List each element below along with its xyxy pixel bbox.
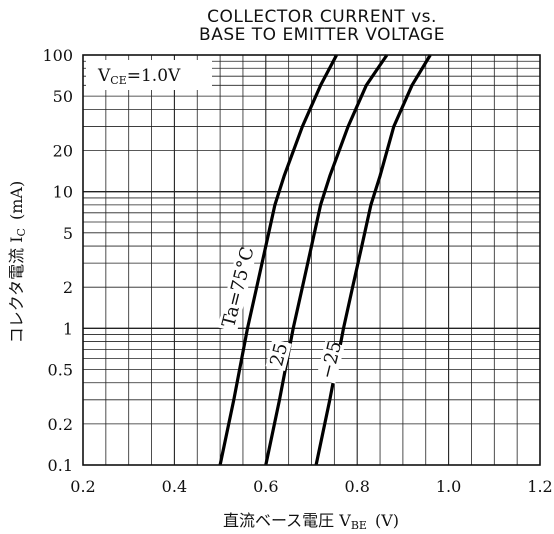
- y-axis-label-unit: (mA): [7, 181, 26, 220]
- chart-title-line-1: COLLECTOR CURRENT vs.: [207, 7, 437, 27]
- x-tick-label: 0.6: [253, 477, 278, 496]
- y-tick-label: 50: [53, 87, 73, 106]
- condition-box-bg: [86, 60, 212, 90]
- x-tick-label: 1.0: [436, 477, 461, 496]
- y-tick-label: 0.1: [48, 456, 73, 475]
- y-tick-label: 20: [53, 142, 73, 161]
- y-axis-label-main: コレクタ電流 I: [7, 236, 26, 343]
- series-line: [218, 54, 339, 466]
- y-tick-label: 0.5: [48, 360, 73, 379]
- condition-label: VCE=1.0V: [97, 66, 181, 87]
- y-tick-label: 2: [63, 278, 73, 297]
- condition-subscript: CE: [110, 74, 126, 87]
- curve-label: −25: [317, 339, 347, 381]
- x-tick-label: 0.2: [70, 477, 95, 496]
- series-line: [264, 54, 389, 466]
- y-tick-label: 0.2: [48, 415, 73, 434]
- x-axis-label-unit: (V): [375, 511, 399, 530]
- grid: [83, 55, 540, 465]
- x-tick-label: 0.4: [162, 477, 187, 496]
- x-tick-label: 0.8: [344, 477, 369, 496]
- curve-labels: Ta=75°C25 −25: [217, 245, 347, 384]
- curve-label-bg: [315, 340, 345, 384]
- chart-title-line-2: BASE TO EMITTER VOLTAGE: [199, 25, 445, 45]
- x-axis-label-subscript: BE: [351, 519, 367, 532]
- y-tick-label: 100: [42, 46, 73, 65]
- curve-label-bg: [217, 246, 258, 333]
- x-tick-labels: 0.2 0.4 0.6 0.8 1.0 1.2: [70, 477, 552, 496]
- plot-frame: [82, 54, 541, 466]
- condition-value: =1.0V: [127, 66, 181, 86]
- x-axis-label: 直流ベース電圧 VBE (V): [223, 511, 399, 532]
- x-tick-label: 1.2: [527, 477, 552, 496]
- y-axis-label-subscript: C: [15, 228, 28, 236]
- condition-symbol: V: [97, 66, 111, 86]
- x-axis-label-main: 直流ベース電圧 V: [223, 511, 351, 530]
- y-tick-label: 5: [63, 224, 73, 243]
- y-tick-labels: 0.1 0.2 0.5 1 2 5 10 20 50 100: [42, 46, 73, 475]
- curve-label-group: 25: [265, 338, 292, 371]
- y-axis-label: コレクタ電流 IC (mA): [7, 181, 28, 343]
- curve-label-group: −25: [315, 339, 347, 384]
- curve-label-group: Ta=75°C: [217, 245, 259, 333]
- series-line: [314, 54, 432, 466]
- y-tick-label: 10: [53, 183, 73, 202]
- y-tick-label: 1: [63, 319, 73, 338]
- curve-label-bg: [265, 338, 292, 371]
